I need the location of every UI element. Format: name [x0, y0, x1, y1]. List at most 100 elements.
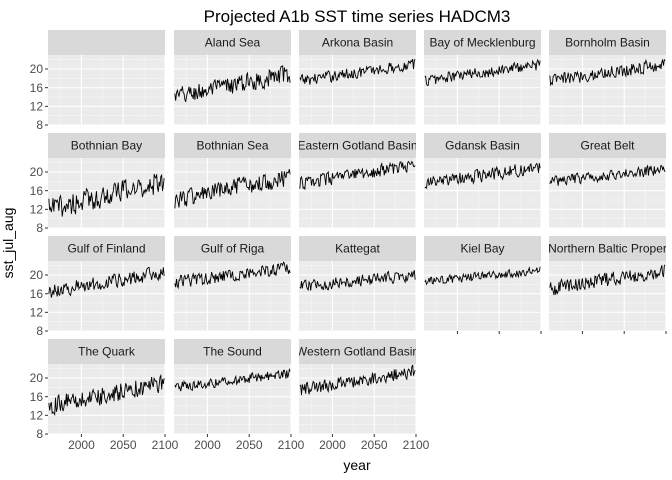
plot-background	[48, 55, 165, 125]
facet-panel-gulf-of-finland: Gulf of Finland 8 12 16 20	[30, 236, 166, 338]
facet-panel-gulf-of-riga: Gulf of Riga	[174, 236, 292, 332]
facet-panel-bothnian-sea: Bothnian Sea	[174, 133, 292, 229]
x-tick-label: 2100	[152, 438, 179, 452]
series-line-bothnian-sea	[174, 169, 291, 209]
facet-strip	[299, 133, 416, 158]
facet-panel-eastern-gotland-basin: Eastern Gotland Basin	[297, 133, 417, 229]
facet-strip-label: Western Gotland Basin	[296, 345, 419, 359]
plot-background	[424, 158, 541, 228]
facet-panel-the-quark: The Quark 8 12 16 20 2000 2050 2100	[30, 339, 179, 452]
facet-strip-label: Gulf of Riga	[201, 242, 265, 256]
plot-background	[48, 261, 165, 331]
facet-strip-label: Gulf of Finland	[67, 242, 145, 256]
plot-background	[299, 158, 416, 228]
facet-panel-the-sound: The Sound 2000 2050 2100	[174, 339, 305, 452]
facet-panel-bothnian-bay: Bothnian Bay 8 12 16 20	[30, 133, 166, 235]
plot-background	[549, 55, 666, 125]
x-tick-label: 2050	[236, 438, 263, 452]
series-line-arkona-basin	[299, 58, 416, 85]
facet-strip-label: Bothnian Sea	[196, 139, 268, 153]
y-tick-label: 12	[30, 203, 44, 217]
facet-strip-label: Kattegat	[335, 242, 380, 256]
y-tick-label: 12	[30, 409, 44, 423]
facet-strip	[48, 339, 165, 364]
facet-strip-label: Arkona Basin	[322, 36, 393, 50]
series-line-bornholm-basin	[549, 58, 666, 87]
plot-background	[549, 158, 666, 228]
facet-strip	[424, 133, 541, 158]
x-tick-label: 2000	[319, 438, 346, 452]
x-axis-title: year	[343, 457, 371, 473]
y-tick-label: 20	[30, 62, 44, 76]
y-tick-label: 8	[36, 324, 43, 338]
facet-panel-arkona-basin: Arkona Basin	[299, 30, 417, 126]
plot-background	[299, 261, 416, 331]
x-tick-label: 2100	[278, 438, 305, 452]
y-tick-label: 20	[30, 371, 44, 385]
facet-panels: 8 12 16 20 Aland Sea Arkona Basin Bay of Meckl…	[30, 30, 667, 452]
series-line-great-belt	[549, 164, 666, 186]
plot-background	[174, 364, 291, 434]
facet-strip	[48, 30, 165, 55]
facet-panel-bornholm-basin: Bornholm Basin	[549, 30, 667, 126]
facet-strip	[299, 236, 416, 261]
facet-panel-gdansk-basin: Gdansk Basin	[424, 133, 542, 229]
facet-strip	[549, 133, 666, 158]
series-line-northern-baltic-proper	[549, 264, 666, 296]
y-tick-label: 16	[30, 81, 44, 95]
facet-strip	[174, 30, 291, 55]
series-line-the-sound	[174, 367, 291, 392]
y-tick-label: 20	[30, 165, 44, 179]
series-line-bay-of-mecklenburg	[424, 58, 541, 86]
facet-strip-label: Eastern Gotland Basin	[297, 139, 417, 153]
facet-strip-label: The Sound	[203, 345, 262, 359]
facet-strip-label: Gdansk Basin	[445, 139, 520, 153]
y-tick-label: 16	[30, 287, 44, 301]
series-line-eastern-gotland-basin	[299, 160, 416, 191]
y-tick-label: 16	[30, 390, 44, 404]
series-line-the-quark	[48, 373, 165, 417]
series-line-gulf-of-riga	[174, 261, 291, 290]
facet-strip	[48, 133, 165, 158]
x-tick-label: 2000	[194, 438, 221, 452]
facet-strip-label: Northern Baltic Proper	[548, 242, 667, 256]
facet-panel-western-gotland-basin: Western Gotland Basin 2000 2050 2100	[296, 339, 430, 452]
facet-strip	[424, 30, 541, 55]
facet-panel-northern-baltic-proper: Northern Baltic Proper	[548, 236, 667, 334]
facet-panel-aland-sea: Aland Sea	[174, 30, 292, 126]
facet-strip-label: Bornholm Basin	[565, 36, 650, 50]
facet-strip-label: Great Belt	[580, 139, 635, 153]
facet-panel-bay-of-mecklenburg: Bay of Mecklenburg	[424, 30, 542, 126]
series-line-bothnian-bay	[48, 173, 165, 217]
y-tick-label: 8	[36, 118, 43, 132]
facet-panel-empty: 8 12 16 20	[30, 30, 166, 132]
x-tick-label: 2050	[110, 438, 137, 452]
y-tick-label: 12	[30, 100, 44, 114]
facet-strip	[174, 236, 291, 261]
series-line-western-gotland-basin	[299, 364, 416, 396]
facet-strip	[549, 236, 666, 261]
facet-strip	[299, 30, 416, 55]
y-tick-label: 8	[36, 427, 43, 441]
facet-strip-label: The Quark	[78, 345, 136, 359]
facet-strip	[48, 236, 165, 261]
series-line-kattegat	[299, 270, 416, 292]
facet-panel-kattegat: Kattegat	[299, 236, 417, 332]
facet-strip	[174, 339, 291, 364]
facet-strip-label: Kiel Bay	[460, 242, 504, 256]
y-tick-label: 12	[30, 306, 44, 320]
facet-strip	[299, 339, 416, 364]
facet-strip	[424, 236, 541, 261]
facet-panel-great-belt: Great Belt	[549, 133, 667, 229]
facet-panel-kiel-bay: Kiel Bay	[424, 236, 542, 334]
facet-strip-label: Aland Sea	[205, 36, 261, 50]
series-line-gulf-of-finland	[48, 266, 165, 298]
y-tick-label: 20	[30, 268, 44, 282]
x-tick-label: 2100	[403, 438, 430, 452]
y-tick-label: 8	[36, 221, 43, 235]
chart-title: Projected A1b SST time series HADCM3	[204, 7, 511, 26]
plot-background	[174, 261, 291, 331]
facet-strip-label: Bay of Mecklenburg	[429, 36, 535, 50]
facet-strip-label: Bothnian Bay	[71, 139, 142, 153]
x-tick-label: 2050	[361, 438, 388, 452]
